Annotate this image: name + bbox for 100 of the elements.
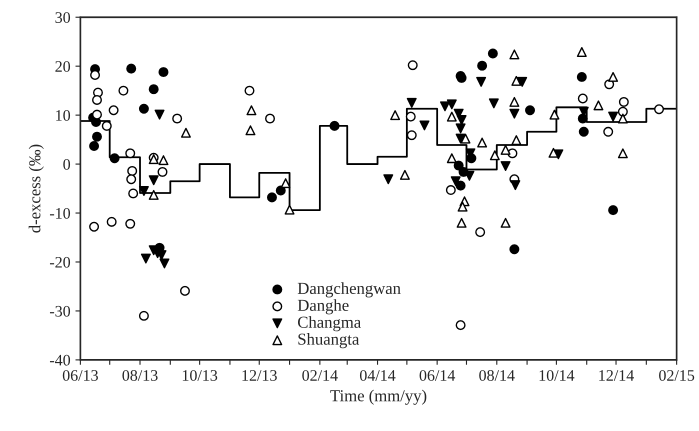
point [477, 138, 488, 148]
point [406, 130, 417, 140]
point [330, 120, 340, 131]
point [490, 150, 500, 160]
point [140, 254, 151, 264]
y-tick-label: 20 [55, 61, 70, 72]
y-tick-label: 10 [56, 110, 70, 121]
point [500, 161, 511, 172]
point [180, 286, 190, 296]
legend-label: Dangchengwan [298, 282, 401, 298]
legend-label: Danghe [298, 299, 349, 314]
point [102, 120, 112, 131]
point [456, 320, 466, 330]
point [618, 106, 628, 117]
point [390, 110, 400, 120]
point [89, 141, 100, 151]
point [509, 96, 520, 107]
point [578, 114, 588, 124]
point [383, 174, 394, 184]
point [509, 244, 520, 254]
point [509, 108, 520, 119]
point [618, 96, 629, 107]
point [408, 60, 418, 70]
point [126, 64, 136, 74]
point [158, 155, 168, 166]
point [608, 72, 618, 82]
point [488, 48, 498, 58]
point [90, 70, 100, 80]
x-tick-label: 08/13 [122, 370, 158, 381]
x-tick-label: 12/14 [599, 370, 634, 381]
point [125, 218, 136, 229]
point [460, 134, 470, 144]
point [406, 98, 417, 108]
point [593, 100, 604, 110]
point [159, 258, 170, 268]
point [475, 227, 486, 238]
point [244, 86, 254, 96]
y-tick-label: -40 [50, 354, 70, 366]
point [419, 120, 430, 130]
x-tick-label: 06/14 [420, 370, 456, 381]
point [158, 166, 168, 177]
point [450, 176, 461, 186]
point [266, 192, 277, 202]
point [511, 76, 522, 86]
point [108, 105, 119, 116]
x-tick-label: 04/14 [360, 370, 396, 381]
point [106, 216, 117, 227]
point [618, 148, 628, 158]
point [127, 166, 138, 176]
point [118, 86, 128, 96]
x-axis-title: Time (mm/yy) [330, 390, 426, 405]
point [125, 148, 136, 158]
point [578, 126, 589, 137]
x-tick-label: 02/15 [659, 370, 694, 381]
y-tick-label: -20 [50, 256, 70, 268]
y-axis-title: d-excess (‰) [28, 144, 44, 233]
x-tick-label: 08/14 [479, 370, 515, 381]
point [578, 94, 588, 104]
y-tick-label: 0 [63, 159, 70, 170]
point [576, 72, 587, 82]
point [148, 190, 159, 200]
point [172, 114, 182, 124]
point [126, 174, 136, 184]
point [406, 112, 416, 122]
point [500, 218, 511, 228]
x-tick-label: 06/13 [62, 370, 98, 381]
point [138, 186, 149, 196]
point [92, 132, 102, 142]
point [608, 205, 618, 216]
point [500, 144, 511, 155]
point [549, 110, 560, 120]
point [510, 180, 520, 190]
point [476, 76, 486, 87]
point [456, 123, 466, 134]
point [180, 128, 191, 138]
point [446, 99, 457, 110]
y-tick-label: -30 [50, 306, 70, 317]
point [148, 84, 159, 94]
point [456, 180, 466, 191]
point [154, 110, 165, 120]
point [608, 112, 618, 122]
point [603, 126, 614, 137]
point [517, 76, 528, 87]
point [158, 67, 168, 78]
point [284, 204, 295, 215]
point [280, 178, 291, 188]
point [246, 105, 256, 116]
point [525, 105, 535, 116]
y-tick-label: 30 [55, 12, 70, 23]
x-tick-label: 12/13 [242, 370, 277, 381]
point [446, 112, 457, 122]
point [509, 49, 520, 60]
point [276, 186, 286, 196]
point [138, 104, 149, 114]
point [511, 135, 522, 146]
legend-label: Changma [298, 316, 361, 332]
point [245, 125, 256, 136]
point [446, 153, 457, 164]
point [654, 104, 664, 114]
x-tick-label: 02/14 [302, 370, 338, 381]
